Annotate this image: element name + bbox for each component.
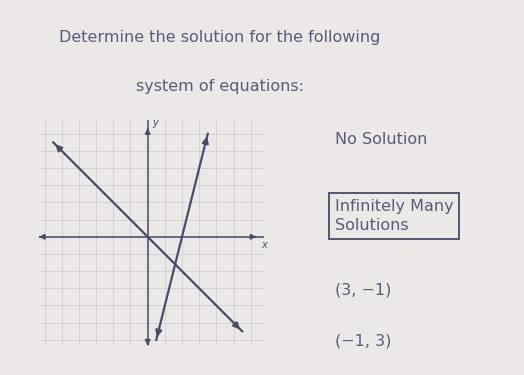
Text: y: y [152,118,158,128]
Text: (−1, 3): (−1, 3) [335,333,391,348]
Text: Determine the solution for the following: Determine the solution for the following [59,30,381,45]
Text: Infinitely Many
Solutions: Infinitely Many Solutions [335,199,453,233]
Text: (3, −1): (3, −1) [335,282,391,297]
Text: x: x [261,240,267,250]
Text: system of equations:: system of equations: [136,79,304,94]
Text: No Solution: No Solution [335,132,427,147]
